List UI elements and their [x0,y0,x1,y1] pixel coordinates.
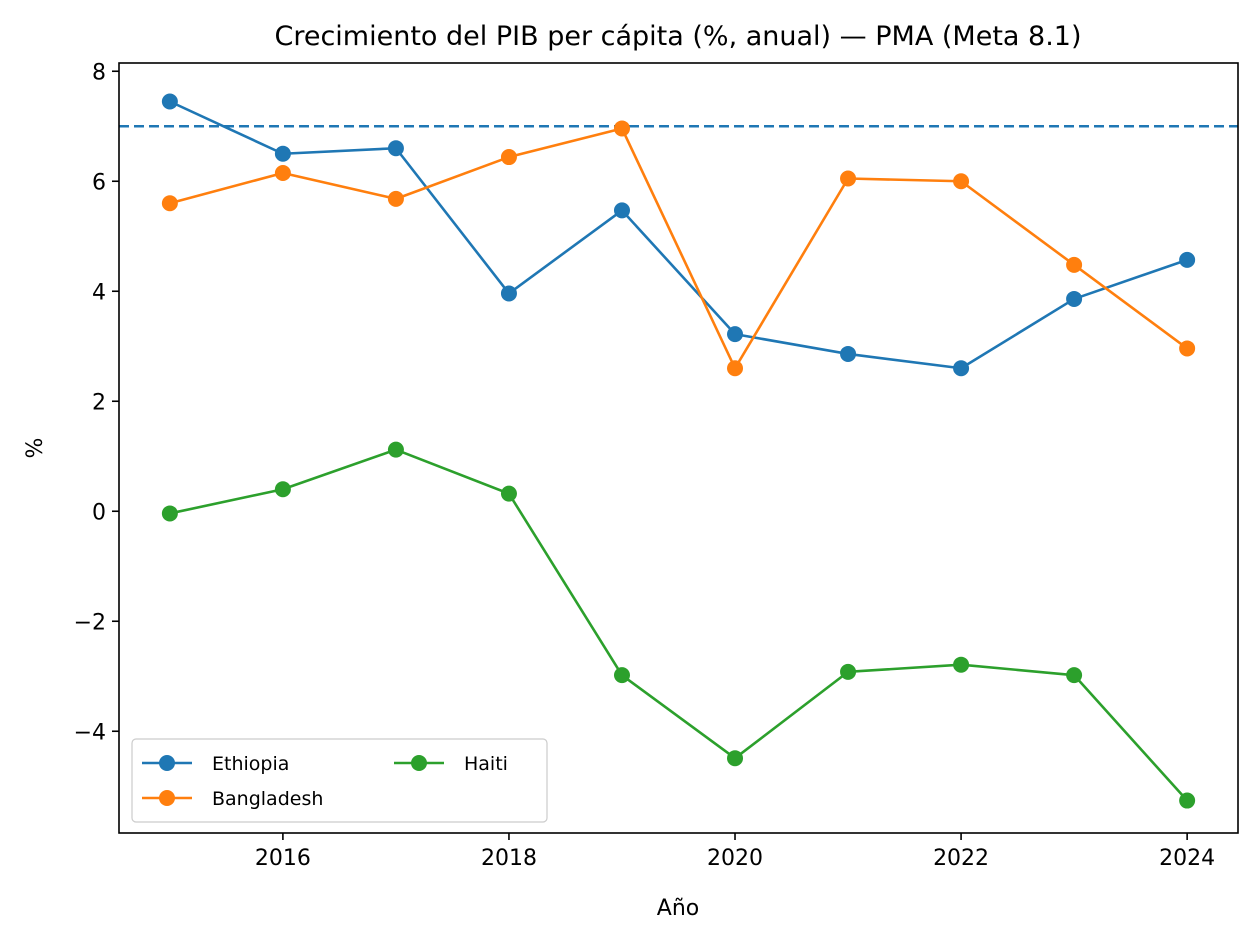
data-point-ethiopia-2016 [274,145,291,162]
x-axis: 2016 2018 2020 2022 2024 [255,833,1215,871]
data-point-ethiopia-2018 [500,285,517,302]
x-tick-label: 2024 [1159,846,1215,871]
y-tick-label: −2 [74,610,106,635]
data-point-bangladesh-2016 [274,165,291,181]
data-point-ethiopia-2022 [953,360,970,377]
series-bangladesh [161,120,1196,377]
legend-marker [159,790,175,806]
legend-label: Bangladesh [212,788,323,810]
data-point-haiti-2022 [953,656,970,673]
x-tick-label: 2022 [933,846,989,871]
data-point-haiti-2019 [613,667,630,684]
data-point-haiti-2018 [500,485,517,502]
data-point-haiti-2024 [1179,792,1196,809]
data-point-bangladesh-2015 [161,195,178,212]
data-point-bangladesh-2023 [1066,256,1083,273]
data-point-bangladesh-2017 [387,190,404,207]
legend-label: Haiti [464,753,508,775]
legend: Ethiopia Bangladesh Haiti [131,738,548,823]
data-point-ethiopia-2017 [387,140,404,157]
x-tick-label: 2020 [707,846,763,871]
legend-item-bangladesh: Bangladesh [142,788,323,810]
legend-marker [411,755,427,771]
data-point-ethiopia-2019 [613,202,630,219]
y-tick-label: 4 [92,280,106,305]
data-point-bangladesh-2019 [613,120,630,137]
data-point-ethiopia-2023 [1066,290,1083,307]
data-point-bangladesh-2020 [727,360,744,377]
y-tick-label: 6 [92,170,106,195]
legend-item-ethiopia: Ethiopia [142,753,289,775]
series-ethiopia [161,93,1196,377]
data-point-haiti-2023 [1066,667,1083,684]
data-point-haiti-2017 [387,441,404,458]
y-tick-label: 8 [92,60,106,85]
x-tick-label: 2016 [255,846,311,871]
legend-box [131,738,548,823]
data-point-haiti-2016 [274,481,291,498]
plot-area [119,93,1238,809]
legend-label: Ethiopia [212,753,289,775]
y-axis: −4 −2 0 2 4 6 8 [74,60,119,745]
data-point-ethiopia-2015 [161,93,178,110]
data-point-ethiopia-2020 [727,326,744,343]
plot-frame [118,62,1239,834]
legend-marker [159,755,175,771]
chart-title: Crecimiento del PIB per cápita (%, anual… [274,21,1081,52]
data-point-bangladesh-2022 [953,173,970,190]
data-point-haiti-2021 [840,663,857,680]
series-line-ethiopia [169,100,1188,370]
data-point-ethiopia-2021 [840,345,857,362]
data-point-haiti-2015 [161,505,178,522]
series-line-haiti [169,448,1189,802]
y-tick-label: 0 [92,500,106,525]
x-axis-label: Año [657,896,699,921]
y-axis-label: % [23,438,48,459]
data-point-ethiopia-2024 [1179,251,1196,268]
series-haiti [161,441,1196,809]
y-tick-label: 2 [92,390,106,415]
data-point-haiti-2020 [727,750,744,767]
y-tick-label: −4 [74,720,106,745]
data-point-bangladesh-2021 [840,170,857,187]
data-point-bangladesh-2018 [500,149,517,166]
legend-item-haiti: Haiti [394,753,508,775]
data-point-bangladesh-2024 [1179,340,1196,357]
x-tick-label: 2018 [481,846,537,871]
series-line-bangladesh [169,127,1188,370]
